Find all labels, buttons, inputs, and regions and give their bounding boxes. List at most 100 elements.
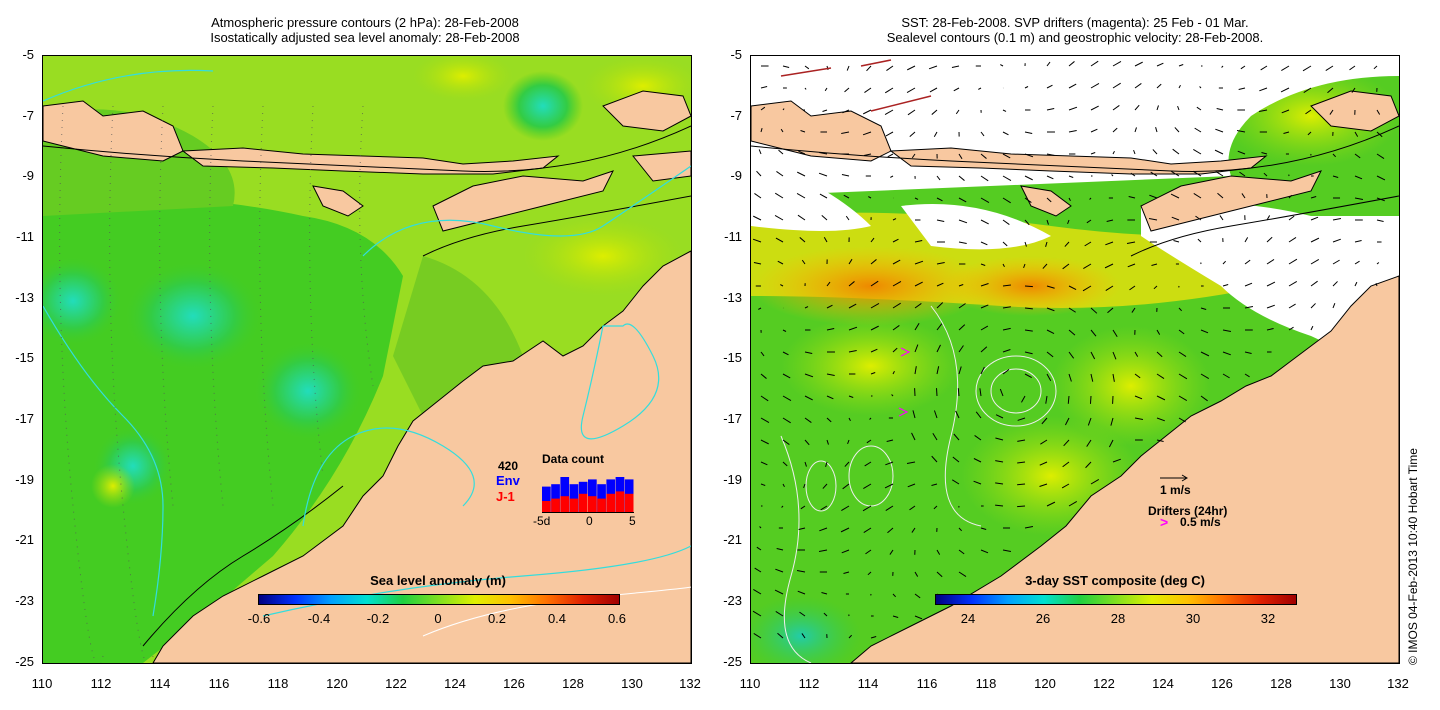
velocity-arrow — [1266, 259, 1275, 265]
velocity-arrow — [1332, 218, 1342, 221]
left-y-tick: -19 — [15, 472, 34, 487]
velocity-arrow — [891, 394, 894, 397]
velocity-arrow — [1156, 417, 1165, 422]
velocity-arrow — [886, 439, 894, 442]
velocity-arrow — [980, 527, 987, 530]
velocity-arrow — [1129, 285, 1136, 291]
velocity-arrow — [1199, 86, 1202, 89]
velocity-arrow — [1263, 172, 1268, 177]
velocity-arrow — [1288, 303, 1296, 309]
sla-tick: 0.2 — [487, 611, 507, 626]
sst-tick: 26 — [1035, 611, 1051, 626]
velocity-arrow — [1068, 130, 1077, 133]
velocity-arrow — [1086, 439, 1092, 447]
velocity-arrow — [999, 388, 1004, 397]
velocity-arrow — [1259, 87, 1268, 92]
velocity-arrow — [863, 527, 872, 533]
velocity-arrow — [1177, 105, 1180, 111]
velocity-arrow — [1068, 351, 1075, 359]
velocity-arrow — [1104, 263, 1114, 269]
velocity-arrow — [1002, 284, 1011, 287]
right-title-line1: SST: 28-Feb-2008. SVP drifters (magenta)… — [901, 15, 1249, 30]
sst-tick: 28 — [1110, 611, 1126, 626]
velocity-arrow — [1046, 175, 1054, 180]
velocity-arrow — [909, 131, 916, 137]
velocity-arrow — [933, 410, 938, 419]
velocity-arrow — [1111, 174, 1114, 177]
velocity-arrow — [1090, 105, 1099, 111]
right-x-tick: 112 — [798, 676, 820, 691]
velocity-arrow — [1332, 303, 1336, 309]
velocity-arrow — [781, 505, 784, 508]
velocity-arrow — [1152, 149, 1158, 155]
velocity-arrow — [782, 483, 785, 488]
velocity-arrow — [892, 615, 899, 618]
velocity-arrow — [826, 439, 829, 445]
velocity-arrow — [1107, 307, 1114, 314]
velocity-arrow — [1046, 61, 1051, 67]
velocity-arrow — [1085, 461, 1092, 469]
sla-tick: 0.4 — [547, 611, 567, 626]
velocity-arrow — [1064, 417, 1070, 426]
velocity-arrow — [759, 526, 762, 529]
velocity-arrow — [958, 549, 965, 555]
velocity-arrow — [777, 632, 784, 639]
velocity-arrow — [892, 325, 900, 331]
velocity-arrow — [1148, 218, 1158, 221]
velocity-arrow — [1178, 307, 1183, 312]
velocity-arrow — [1376, 131, 1383, 138]
velocity-arrow — [1302, 65, 1312, 72]
velocity-arrow — [907, 65, 916, 71]
velocity-arrow — [760, 439, 769, 445]
velocity-arrow — [777, 260, 784, 265]
velocity-arrow — [1112, 61, 1122, 67]
velocity-arrow — [864, 461, 872, 467]
velocity-arrow — [870, 303, 880, 309]
velocity-arrow — [936, 262, 945, 265]
velocity-arrow — [1288, 281, 1298, 287]
velocity-arrow — [782, 65, 790, 68]
velocity-arrow — [1156, 105, 1159, 111]
velocity-arrow — [914, 571, 919, 577]
velocity-arrow — [870, 325, 879, 331]
velocity-arrow — [1068, 307, 1076, 313]
velocity-arrow — [1288, 237, 1297, 243]
velocity-arrow — [1042, 263, 1048, 269]
right-x-tick: 128 — [1270, 676, 1292, 691]
velocity-arrow — [1040, 439, 1048, 445]
velocity-arrow — [846, 65, 850, 71]
velocity-arrow — [1303, 87, 1312, 93]
left-x-tick: 124 — [444, 676, 466, 691]
velocity-arrow — [1046, 84, 1053, 89]
velocity-arrow — [1216, 108, 1224, 111]
velocity-arrow — [1046, 307, 1055, 312]
velocity-arrow — [1024, 131, 1033, 134]
velocity-arrow — [1244, 259, 1251, 265]
velocity-arrow — [980, 219, 989, 225]
right-x-tick: 114 — [857, 676, 879, 691]
velocity-arrow — [754, 567, 762, 573]
j1-bar — [624, 493, 634, 513]
velocity-arrow — [1222, 260, 1227, 265]
left-x-tick: 128 — [562, 676, 584, 691]
velocity-arrow — [758, 307, 762, 310]
velocity-arrow — [980, 131, 985, 137]
velocity-arrow — [936, 344, 941, 353]
velocity-arrow — [1062, 461, 1070, 468]
velocity-arrow — [1281, 109, 1290, 114]
velocity-arrow — [958, 345, 964, 353]
velocity-arrow — [804, 417, 812, 423]
velocity-arrow — [1241, 193, 1246, 199]
velocity-arrow — [1000, 64, 1004, 67]
velocity-arrow — [774, 192, 784, 199]
velocity-arrow — [1083, 263, 1092, 269]
velocity-arrow — [958, 324, 966, 331]
velocity-arrow — [847, 439, 850, 445]
velocity-arrow — [911, 153, 916, 159]
velocity-arrow — [1354, 153, 1361, 159]
velocity-arrow-icon — [1160, 474, 1188, 482]
velocity-arrow — [1156, 329, 1161, 335]
env-bar — [588, 479, 597, 513]
velocity-arrow — [848, 417, 851, 422]
velocity-arrow — [843, 194, 850, 199]
